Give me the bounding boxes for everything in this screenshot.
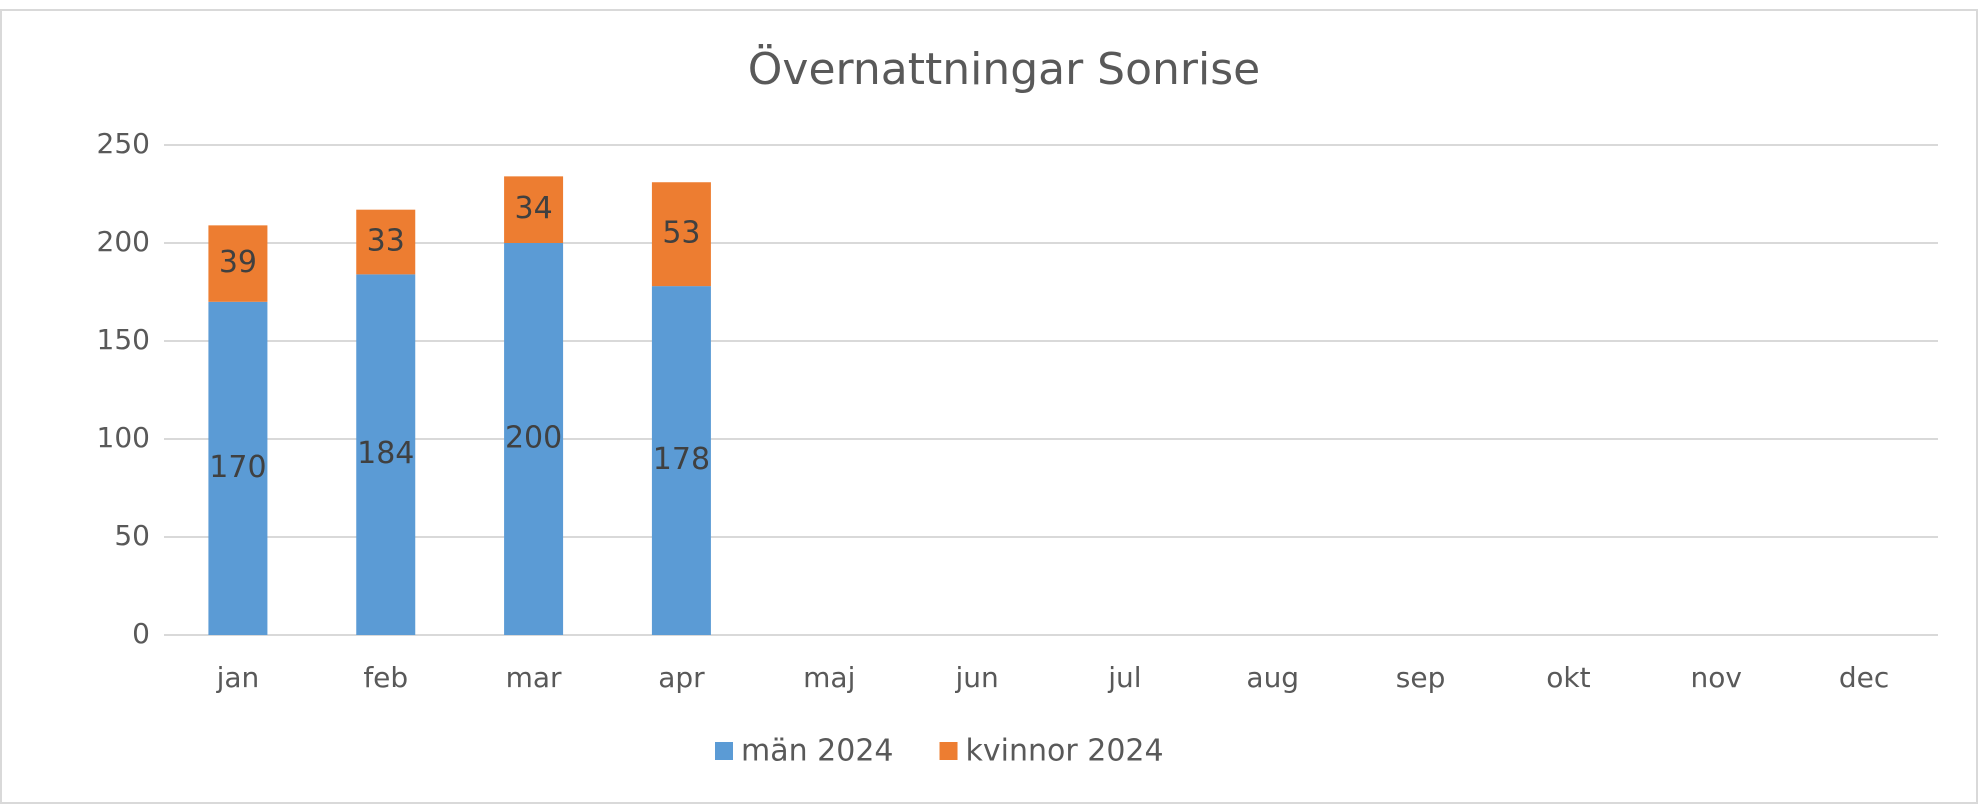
x-tick-label: jun	[954, 661, 998, 694]
x-tick-label: feb	[363, 661, 408, 694]
x-tick-label: apr	[658, 661, 705, 694]
legend-label: män 2024	[741, 734, 894, 769]
x-tick-label: okt	[1546, 661, 1590, 694]
data-label: 53	[662, 216, 700, 251]
x-tick-label: dec	[1839, 661, 1889, 694]
x-tick-label: sep	[1396, 661, 1446, 694]
bar-segment	[208, 225, 268, 302]
bar-segment	[504, 243, 564, 635]
data-label: 39	[219, 245, 257, 280]
legend-swatch	[715, 742, 733, 760]
bar-segment	[208, 301, 268, 635]
y-tick-label: 200	[97, 225, 150, 258]
data-label: 184	[357, 436, 414, 471]
bar-segment	[651, 286, 711, 635]
bar-segment	[356, 274, 416, 635]
x-tick-label: jan	[216, 661, 260, 694]
chart-title: Övernattningar Sonrise	[748, 43, 1260, 95]
y-tick-label: 250	[97, 127, 150, 160]
bar-segment	[356, 209, 416, 275]
y-tick-label: 100	[97, 421, 150, 454]
data-label: 33	[367, 224, 405, 259]
y-tick-label: 50	[114, 519, 150, 552]
legend-swatch	[939, 742, 958, 760]
data-label: 34	[514, 191, 552, 226]
legend-label: kvinnor 2024	[966, 734, 1164, 769]
data-label: 178	[653, 442, 710, 477]
x-tick-label: jul	[1107, 661, 1141, 694]
data-label: 170	[209, 450, 266, 485]
chart-frame	[0, 9, 1978, 804]
x-tick-label: aug	[1246, 661, 1299, 694]
data-label: 200	[505, 421, 562, 456]
y-tick-label: 0	[132, 617, 150, 650]
bar-segment	[651, 182, 711, 287]
x-tick-label: nov	[1691, 661, 1742, 694]
x-tick-label: mar	[506, 661, 562, 694]
x-tick-label: maj	[803, 661, 855, 694]
bar-segment	[504, 176, 564, 243]
y-tick-label: 150	[97, 323, 150, 356]
